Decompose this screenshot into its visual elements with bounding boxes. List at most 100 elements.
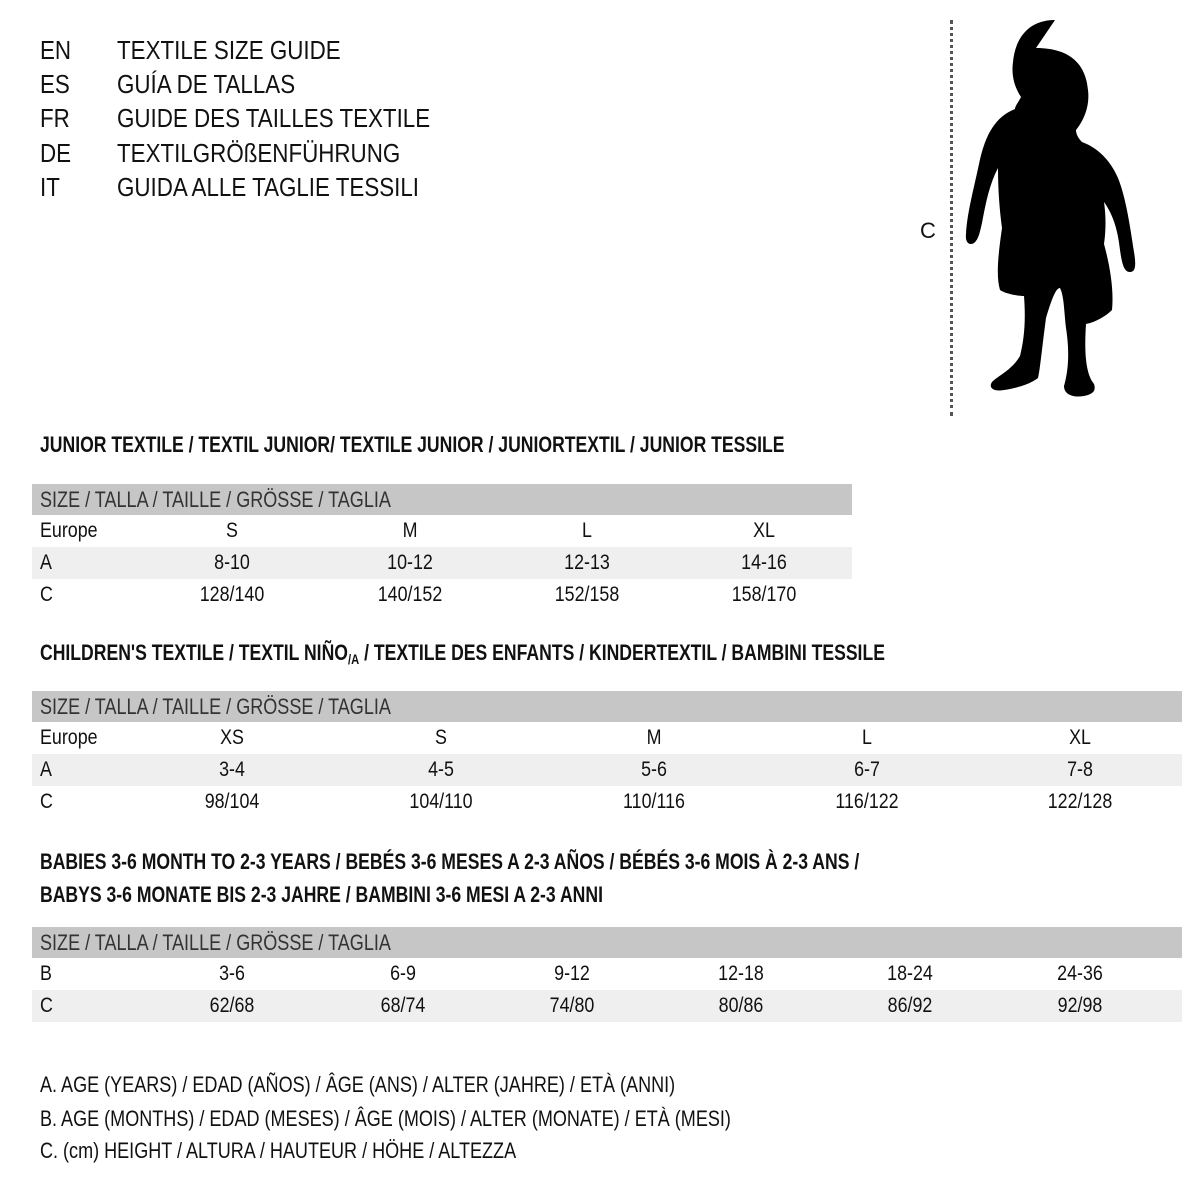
cell-text: S xyxy=(435,726,447,749)
cell-text: 14-16 xyxy=(741,551,787,574)
lang-title: GUIDA ALLE TAGLIE TESSILI xyxy=(117,172,420,202)
row-label: C xyxy=(40,579,55,611)
table-cell: 9-12 xyxy=(551,958,593,990)
row-label-text: A xyxy=(40,551,52,574)
row-label: C xyxy=(40,786,55,818)
lang-code: IT xyxy=(40,172,60,202)
table-cell: S xyxy=(434,722,448,754)
row-label-text: C xyxy=(40,994,53,1017)
row-label: Europe xyxy=(40,515,108,547)
cell-text: 9-12 xyxy=(554,962,590,985)
table-header: SIZE / TALLA / TAILLE / GRÖSSE / TAGLIA xyxy=(32,927,1182,958)
table-cell: 3-6 xyxy=(217,958,247,990)
legend-a: A. AGE (YEARS) / EDAD (AÑOS) / ÂGE (ANS)… xyxy=(40,1068,815,1101)
lang-code: FR xyxy=(40,103,70,133)
title-part: / TEXTILE DES ENFANTS / KINDERTEXTIL / B… xyxy=(359,640,885,665)
table-cell: 12-13 xyxy=(560,547,614,579)
table-row: C 128/140 140/152 152/158 158/170 xyxy=(32,579,852,611)
row-label: A xyxy=(40,547,54,579)
cell-text: L xyxy=(862,726,872,749)
section-title-text: BABYS 3-6 MONATE BIS 2-3 JAHRE / BAMBINI… xyxy=(40,882,603,907)
table-header: SIZE / TALLA / TAILLE / GRÖSSE / TAGLIA xyxy=(32,484,852,515)
table-cell: M xyxy=(401,515,419,547)
lang-title: TEXTILGRÖßENFÜHRUNG xyxy=(117,138,401,168)
height-dimension-line xyxy=(950,20,953,416)
cell-text: 104/110 xyxy=(409,790,473,813)
table-row: C 98/104 104/110 110/116 116/122 122/128 xyxy=(32,786,1182,818)
table-cell: XL xyxy=(1067,722,1093,754)
cell-text: 158/170 xyxy=(731,583,797,606)
cell-text: 86/92 xyxy=(887,994,933,1017)
section-title-text: JUNIOR TEXTILE / TEXTIL JUNIOR/ TEXTILE … xyxy=(40,432,785,457)
cell-text: 128/140 xyxy=(199,583,265,606)
table-header: SIZE / TALLA / TAILLE / GRÖSSE / TAGLIA xyxy=(32,691,1182,722)
cell-text: 10-12 xyxy=(387,551,433,574)
row-label-text: Europe xyxy=(40,726,98,749)
legend-c: C. (cm) HEIGHT / ALTURA / HAUTEUR / HÖHE… xyxy=(40,1134,621,1167)
cell-text: 62/68 xyxy=(209,994,255,1017)
table-cell: 8-10 xyxy=(211,547,253,579)
header-text: SIZE / TALLA / TAILLE / GRÖSSE / TAGLIA xyxy=(40,930,391,955)
cell-text: 4-5 xyxy=(428,758,454,781)
cell-text: 18-24 xyxy=(887,962,933,985)
cell-text: 6-9 xyxy=(390,962,416,985)
table-row: A 8-10 10-12 12-13 14-16 xyxy=(32,547,852,579)
height-measure-label: C xyxy=(920,218,936,243)
cell-text: XL xyxy=(1069,726,1091,749)
cell-text: M xyxy=(646,726,662,749)
table-cell: 5-6 xyxy=(639,754,669,786)
cell-text: 7-8 xyxy=(1067,758,1093,781)
section-title-text: CHILDREN'S TEXTILE / TEXTIL NIÑO/A / TEX… xyxy=(40,636,885,676)
cell-text: 92/98 xyxy=(1057,994,1103,1017)
cell-text: 5-6 xyxy=(641,758,667,781)
row-label: B xyxy=(40,958,54,990)
table-cell: XL xyxy=(751,515,777,547)
row-label: A xyxy=(40,754,54,786)
table-cell: 140/152 xyxy=(372,579,448,611)
cell-text: XL xyxy=(753,519,775,542)
table-cell: 24-36 xyxy=(1053,958,1107,990)
cell-text: 12-13 xyxy=(564,551,610,574)
cell-text: 98/104 xyxy=(204,790,260,813)
row-label-text: C xyxy=(40,790,53,813)
table-cell: L xyxy=(861,722,873,754)
row-label: Europe xyxy=(40,722,108,754)
lang-code: DE xyxy=(40,138,72,168)
table-cell: 158/170 xyxy=(726,579,802,611)
babies-section-title-line1: BABIES 3-6 MONTH TO 2-3 YEARS / BEBÉS 3-… xyxy=(40,845,1064,878)
header-text: SIZE / TALLA / TAILLE / GRÖSSE / TAGLIA xyxy=(40,694,391,719)
cell-text: 8-10 xyxy=(214,551,250,574)
legend-text: C. (cm) HEIGHT / ALTURA / HAUTEUR / HÖHE… xyxy=(40,1138,517,1163)
table-cell: 10-12 xyxy=(383,547,437,579)
table-cell: 152/158 xyxy=(549,579,625,611)
table-cell: 68/74 xyxy=(377,990,430,1022)
lang-title: GUÍA DE TALLAS xyxy=(117,69,296,99)
table-cell: 14-16 xyxy=(737,547,791,579)
legend-b: B. AGE (MONTHS) / EDAD (MESES) / ÂGE (MO… xyxy=(40,1102,883,1135)
table-cell: 104/110 xyxy=(404,786,478,818)
table-cell: 110/116 xyxy=(618,786,691,818)
table-row: C 62/68 68/74 74/80 80/86 86/92 92/98 xyxy=(32,990,1182,1022)
table-cell: 74/80 xyxy=(546,990,599,1022)
cell-text: 3-6 xyxy=(219,962,245,985)
title-part: CHILDREN'S TEXTILE / TEXTIL NIÑO xyxy=(40,640,348,665)
table-cell: 116/122 xyxy=(830,786,904,818)
cell-text: 152/158 xyxy=(554,583,620,606)
table-cell: M xyxy=(645,722,663,754)
row-label-text: A xyxy=(40,758,52,781)
table-cell: 92/98 xyxy=(1054,990,1107,1022)
cell-text: 74/80 xyxy=(549,994,595,1017)
babies-section-title-line2: BABYS 3-6 MONATE BIS 2-3 JAHRE / BAMBINI… xyxy=(40,878,744,911)
cell-text: 6-7 xyxy=(854,758,880,781)
cell-text: 12-18 xyxy=(718,962,764,985)
cell-text: L xyxy=(582,519,592,542)
legend-text: A. AGE (YEARS) / EDAD (AÑOS) / ÂGE (ANS)… xyxy=(40,1072,676,1097)
child-silhouette-icon xyxy=(965,20,1136,397)
cell-text: M xyxy=(402,519,418,542)
row-label: C xyxy=(40,990,55,1022)
lang-title: TEXTILE SIZE GUIDE xyxy=(117,35,341,65)
table-row: B 3-6 6-9 9-12 12-18 18-24 24-36 xyxy=(32,958,1182,990)
cell-text: S xyxy=(226,519,238,542)
cell-text: 122/128 xyxy=(1047,790,1113,813)
row-label-text: B xyxy=(40,962,52,985)
